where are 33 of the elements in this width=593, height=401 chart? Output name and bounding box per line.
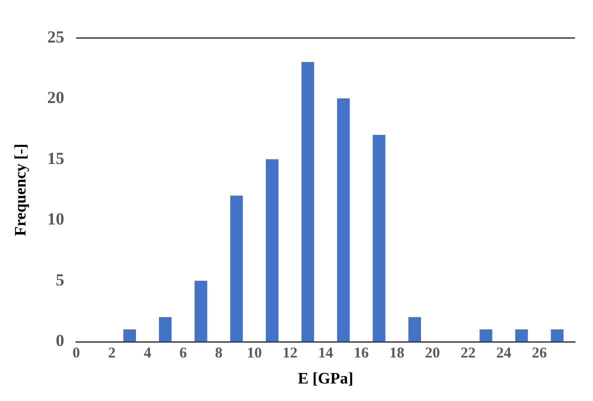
- y-tick-label: 20: [47, 88, 64, 108]
- x-tick-label: 4: [144, 346, 152, 362]
- x-tick-label: 6: [179, 346, 188, 362]
- bar: [266, 159, 278, 342]
- bar: [123, 329, 136, 342]
- x-tick-label: 18: [389, 346, 404, 362]
- y-axis-title: Frequency [-]: [12, 144, 30, 236]
- y-tick-label: 25: [47, 27, 64, 46]
- bar: [480, 329, 492, 342]
- bar: [194, 280, 208, 342]
- x-tick-label: 20: [424, 346, 440, 362]
- y-tick-label: 10: [47, 210, 64, 229]
- x-tick-label: 12: [282, 346, 298, 362]
- bar: [301, 62, 314, 342]
- x-tick-label: 10: [246, 346, 262, 362]
- x-tick-label: 2: [108, 346, 116, 362]
- x-tick-label: 26: [532, 346, 548, 362]
- bar: [230, 196, 243, 342]
- y-tick-label: 5: [56, 270, 64, 290]
- bar: [515, 329, 528, 342]
- bar: [408, 317, 421, 342]
- x-tick-label: 0: [72, 346, 80, 362]
- x-axis-title: E [GPa]: [298, 370, 354, 388]
- x-tick-label: 16: [354, 346, 370, 362]
- bar: [337, 98, 350, 342]
- bar: [158, 317, 172, 342]
- bar: [550, 329, 564, 342]
- x-tick-label: 8: [214, 346, 222, 362]
- x-tick-label: 14: [318, 346, 334, 362]
- bar: [372, 134, 386, 342]
- x-tick-label: 24: [496, 346, 512, 362]
- x-tick-label: 22: [460, 346, 476, 362]
- y-tick-label: 15: [47, 148, 64, 168]
